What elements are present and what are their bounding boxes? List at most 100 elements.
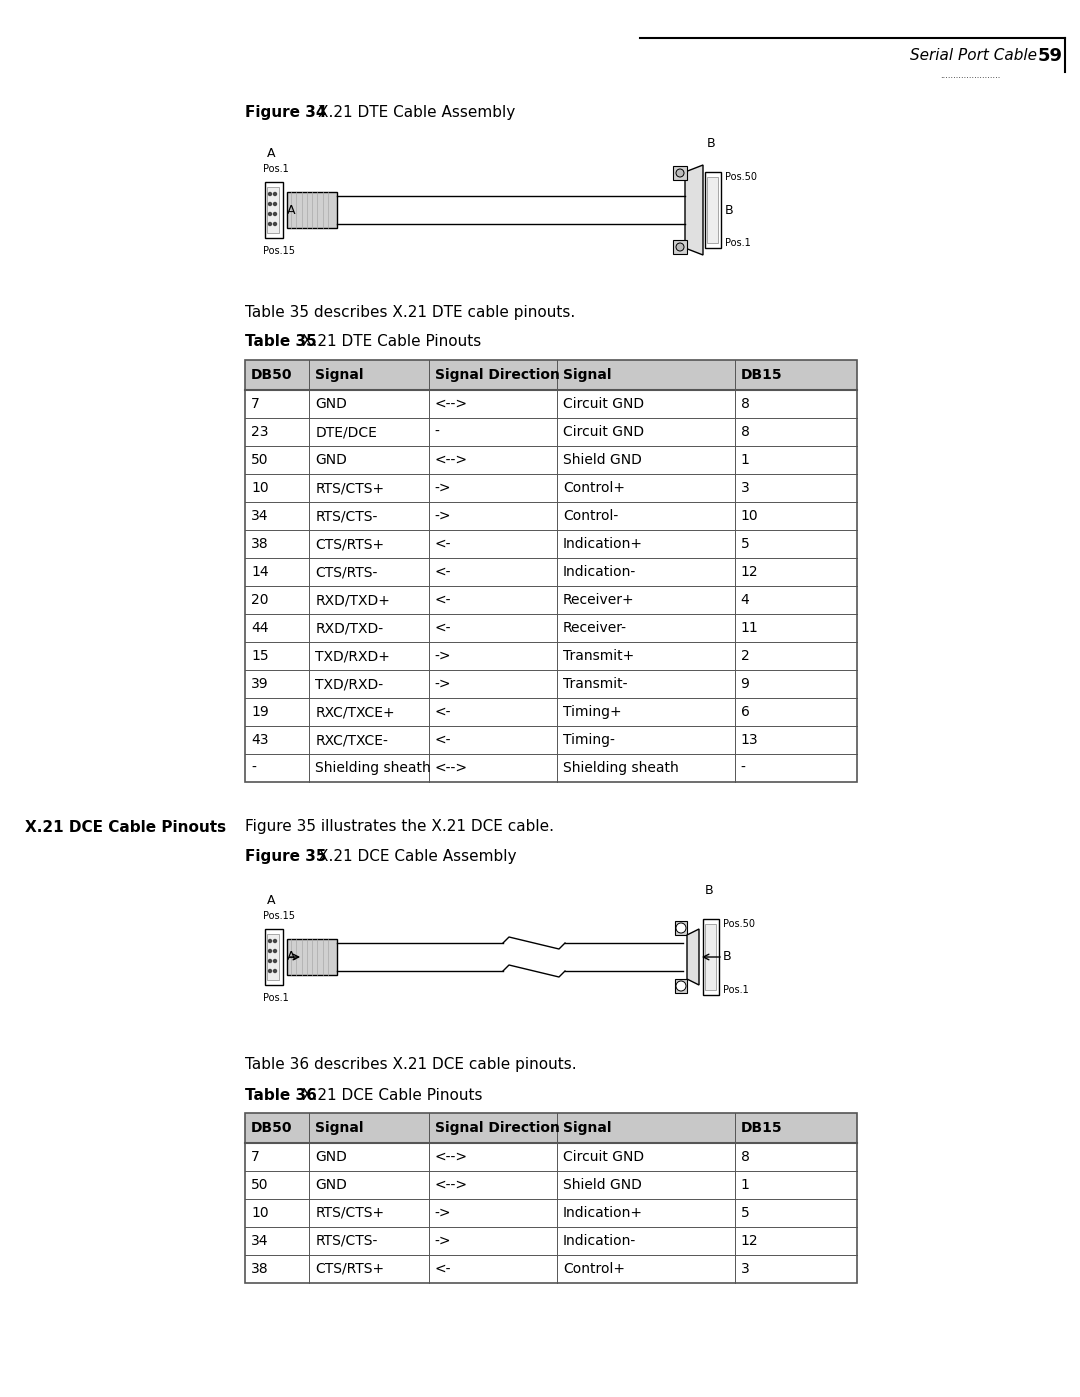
Text: 12: 12	[741, 564, 758, 578]
Text: Signal Direction: Signal Direction	[434, 367, 559, 381]
Bar	[267, 187, 279, 233]
Text: Pos.15: Pos.15	[264, 246, 295, 256]
Text: <-: <-	[434, 1261, 451, 1275]
Text: GND: GND	[315, 1150, 347, 1164]
Text: X.21 DTE Cable Pinouts: X.21 DTE Cable Pinouts	[302, 334, 482, 349]
Text: Signal: Signal	[563, 1120, 611, 1134]
Text: RXD/TXD-: RXD/TXD-	[315, 622, 383, 636]
Text: Pos.50: Pos.50	[725, 172, 757, 182]
Polygon shape	[687, 929, 699, 985]
Text: Control+: Control+	[563, 481, 625, 495]
Text: Pos.1: Pos.1	[723, 985, 748, 995]
Text: X.21 DTE Cable Assembly: X.21 DTE Cable Assembly	[318, 105, 515, 120]
Text: 44: 44	[251, 622, 269, 636]
Text: TXD/RXD+: TXD/RXD+	[315, 650, 390, 664]
Text: Table 36 describes X.21 DCE cable pinouts.: Table 36 describes X.21 DCE cable pinout…	[245, 1058, 577, 1073]
Text: Signal: Signal	[315, 367, 364, 381]
Text: <-->: <-->	[434, 761, 468, 775]
Text: -: -	[251, 761, 256, 775]
Text: 43: 43	[251, 733, 269, 747]
Text: 5: 5	[741, 536, 750, 550]
Bar	[675, 921, 687, 935]
Text: CTS/RTS-: CTS/RTS-	[315, 564, 378, 578]
Text: <-: <-	[434, 622, 451, 636]
Text: 8: 8	[741, 397, 750, 411]
Text: 3: 3	[741, 1261, 750, 1275]
Bar	[245, 1113, 858, 1282]
Circle shape	[676, 169, 684, 177]
Text: 59: 59	[1038, 47, 1063, 66]
Text: TXD/RXD-: TXD/RXD-	[315, 678, 383, 692]
Text: Receiver+: Receiver+	[563, 592, 635, 608]
Text: DB15: DB15	[741, 367, 782, 381]
Bar	[287, 191, 337, 228]
Text: Transmit-: Transmit-	[563, 678, 627, 692]
Text: 9: 9	[741, 678, 750, 692]
Text: Circuit GND: Circuit GND	[563, 397, 645, 411]
Text: 13: 13	[741, 733, 758, 747]
Text: Transmit+: Transmit+	[563, 650, 634, 664]
Bar	[287, 939, 337, 975]
Bar	[675, 979, 687, 993]
Circle shape	[676, 243, 684, 251]
Text: Timing-: Timing-	[563, 733, 615, 747]
Text: 38: 38	[251, 536, 269, 550]
Text: B: B	[705, 884, 714, 897]
Text: Table 35 describes X.21 DTE cable pinouts.: Table 35 describes X.21 DTE cable pinout…	[245, 306, 576, 320]
Text: RTS/CTS+: RTS/CTS+	[315, 1206, 384, 1220]
Text: Indication-: Indication-	[563, 564, 636, 578]
Circle shape	[273, 222, 276, 225]
Text: 8: 8	[741, 425, 750, 439]
Text: DB50: DB50	[251, 1120, 293, 1134]
Text: Pos.1: Pos.1	[264, 163, 288, 175]
Text: RTS/CTS-: RTS/CTS-	[315, 509, 378, 522]
Bar	[705, 923, 716, 990]
Text: <-: <-	[434, 536, 451, 550]
Circle shape	[269, 212, 271, 215]
Text: 34: 34	[251, 1234, 269, 1248]
Text: CTS/RTS+: CTS/RTS+	[315, 1261, 384, 1275]
Text: 11: 11	[741, 622, 758, 636]
Text: 10: 10	[741, 509, 758, 522]
Text: 5: 5	[741, 1206, 750, 1220]
Text: Shielding sheath: Shielding sheath	[563, 761, 679, 775]
Text: DTE/DCE: DTE/DCE	[315, 425, 377, 439]
Text: Shielding sheath: Shielding sheath	[315, 761, 431, 775]
Text: 10: 10	[251, 1206, 269, 1220]
Text: Indication+: Indication+	[563, 1206, 643, 1220]
Text: 7: 7	[251, 1150, 260, 1164]
Bar	[703, 919, 719, 995]
Circle shape	[273, 940, 276, 943]
Text: Shield GND: Shield GND	[563, 453, 642, 467]
Bar	[265, 929, 283, 985]
Circle shape	[273, 960, 276, 963]
Text: X.21 DCE Cable Pinouts: X.21 DCE Cable Pinouts	[25, 820, 226, 834]
Text: Timing+: Timing+	[563, 705, 622, 719]
Text: 14: 14	[251, 564, 269, 578]
Text: A: A	[267, 147, 275, 161]
Text: 19: 19	[251, 705, 269, 719]
Text: <-->: <-->	[434, 1178, 468, 1192]
Text: Figure 35: Figure 35	[245, 849, 326, 865]
Text: Signal Direction: Signal Direction	[434, 1120, 559, 1134]
Text: Table 35: Table 35	[245, 334, 316, 349]
Circle shape	[273, 193, 276, 196]
Text: Shield GND: Shield GND	[563, 1178, 642, 1192]
Text: .......................: .......................	[940, 71, 1000, 81]
Circle shape	[269, 970, 271, 972]
Text: 8: 8	[741, 1150, 750, 1164]
Text: A: A	[287, 950, 296, 964]
Text: <-->: <-->	[434, 453, 468, 467]
Text: 50: 50	[251, 1178, 269, 1192]
Text: GND: GND	[315, 1178, 347, 1192]
Text: 23: 23	[251, 425, 269, 439]
Text: Pos.1: Pos.1	[725, 237, 751, 249]
Circle shape	[269, 950, 271, 953]
Text: GND: GND	[315, 453, 347, 467]
Bar	[245, 1113, 858, 1282]
Text: DB50: DB50	[251, 367, 293, 381]
Text: Indication-: Indication-	[563, 1234, 636, 1248]
Text: X.21 DCE Cable Pinouts: X.21 DCE Cable Pinouts	[302, 1087, 483, 1102]
Text: Signal: Signal	[563, 367, 611, 381]
Text: Circuit GND: Circuit GND	[563, 425, 645, 439]
